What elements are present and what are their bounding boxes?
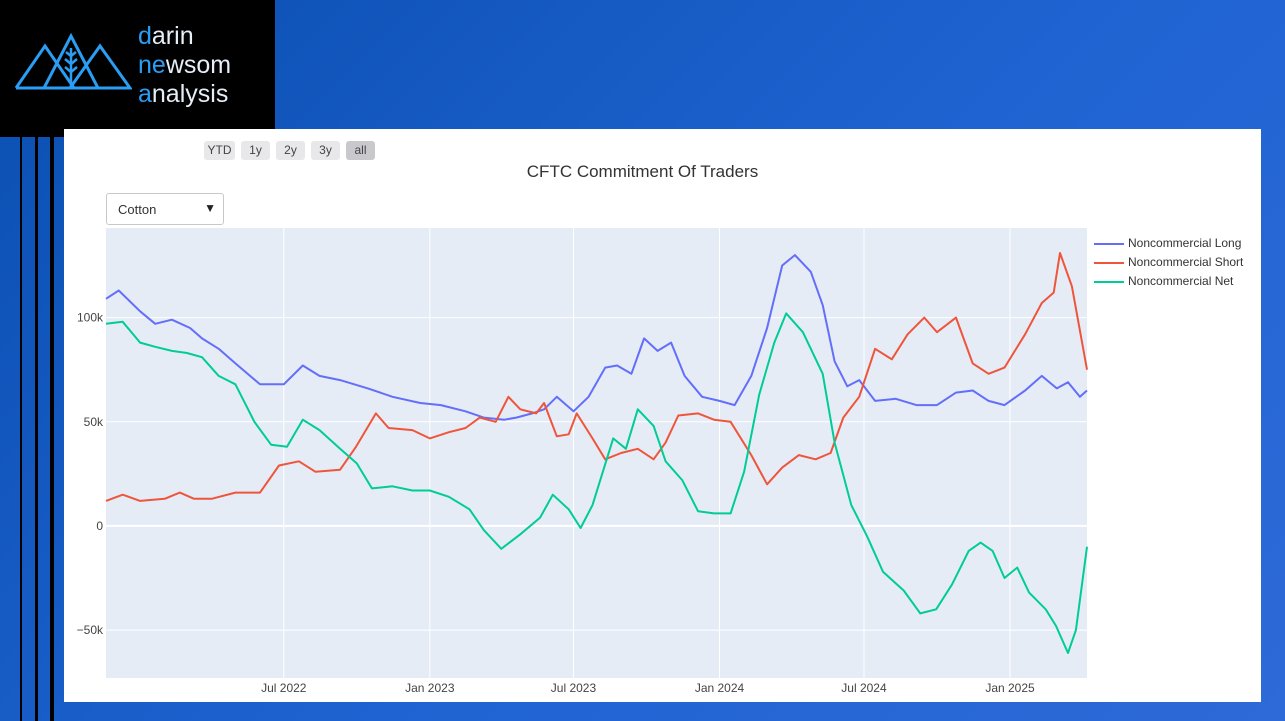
series-line-net <box>105 312 1088 654</box>
range-2y-button[interactable]: 2y <box>276 141 305 160</box>
range-3y-button[interactable]: 3y <box>311 141 340 160</box>
legend-label: Noncommercial Long <box>1128 236 1242 250</box>
decor-bar <box>50 137 54 721</box>
y-tick-label: 100k <box>77 311 104 325</box>
wordmark-text: som <box>183 51 232 79</box>
range-all-button[interactable]: all <box>346 141 375 160</box>
series-lines <box>105 252 1088 654</box>
range-1y-button[interactable]: 1y <box>241 141 270 160</box>
x-tick-label: Jan 2025 <box>985 681 1035 695</box>
brand-logo: darin newsom analysis <box>0 0 275 137</box>
wordmark-letter: d <box>138 22 152 50</box>
legend-label: Noncommercial Net <box>1128 274 1234 288</box>
plot-area <box>106 228 1087 678</box>
wordmark-text: arin <box>151 22 194 50</box>
wordmark-letter: ne <box>138 51 166 79</box>
x-tick-label: Jan 2023 <box>405 681 455 695</box>
decor-bar <box>35 137 38 721</box>
range-ytd-button[interactable]: YTD <box>204 141 235 160</box>
x-tick-label: Jul 2024 <box>841 681 887 695</box>
y-tick-label: 0 <box>96 519 103 533</box>
x-tick-label: Jul 2023 <box>551 681 597 695</box>
legend-label: Noncommercial Short <box>1128 255 1244 269</box>
wordmark-text: nalysis <box>151 80 229 108</box>
y-tick-label: 50k <box>84 415 104 429</box>
grid <box>106 228 1087 678</box>
series-line-long <box>105 254 1088 421</box>
legend-swatch <box>1094 281 1124 283</box>
dropdown-value: Cotton <box>118 202 157 217</box>
mountain-logo-icon <box>14 32 132 90</box>
legend-swatch <box>1094 243 1124 245</box>
chart-title: CFTC Commitment Of Traders <box>526 162 759 181</box>
decor-bar <box>20 137 22 721</box>
x-tick-label: Jan 2024 <box>695 681 745 695</box>
commodity-dropdown[interactable]: Cotton ▼ <box>106 193 224 225</box>
legend-swatch <box>1094 262 1124 264</box>
y-axis-ticks: −50k 0 50k 100k <box>77 311 104 637</box>
wordmark-text: w <box>165 51 184 79</box>
wordmark-letter: a <box>138 80 152 108</box>
brand-wordmark: darin newsom analysis <box>138 22 231 109</box>
y-tick-label: −50k <box>77 623 104 637</box>
series-line-short <box>105 252 1088 502</box>
x-tick-label: Jul 2022 <box>261 681 307 695</box>
dropdown-arrow-icon: ▼ <box>204 201 216 215</box>
x-axis-ticks: Jul 2022 Jan 2023 Jul 2023 Jan 2024 Jul 2024… <box>261 681 1035 695</box>
